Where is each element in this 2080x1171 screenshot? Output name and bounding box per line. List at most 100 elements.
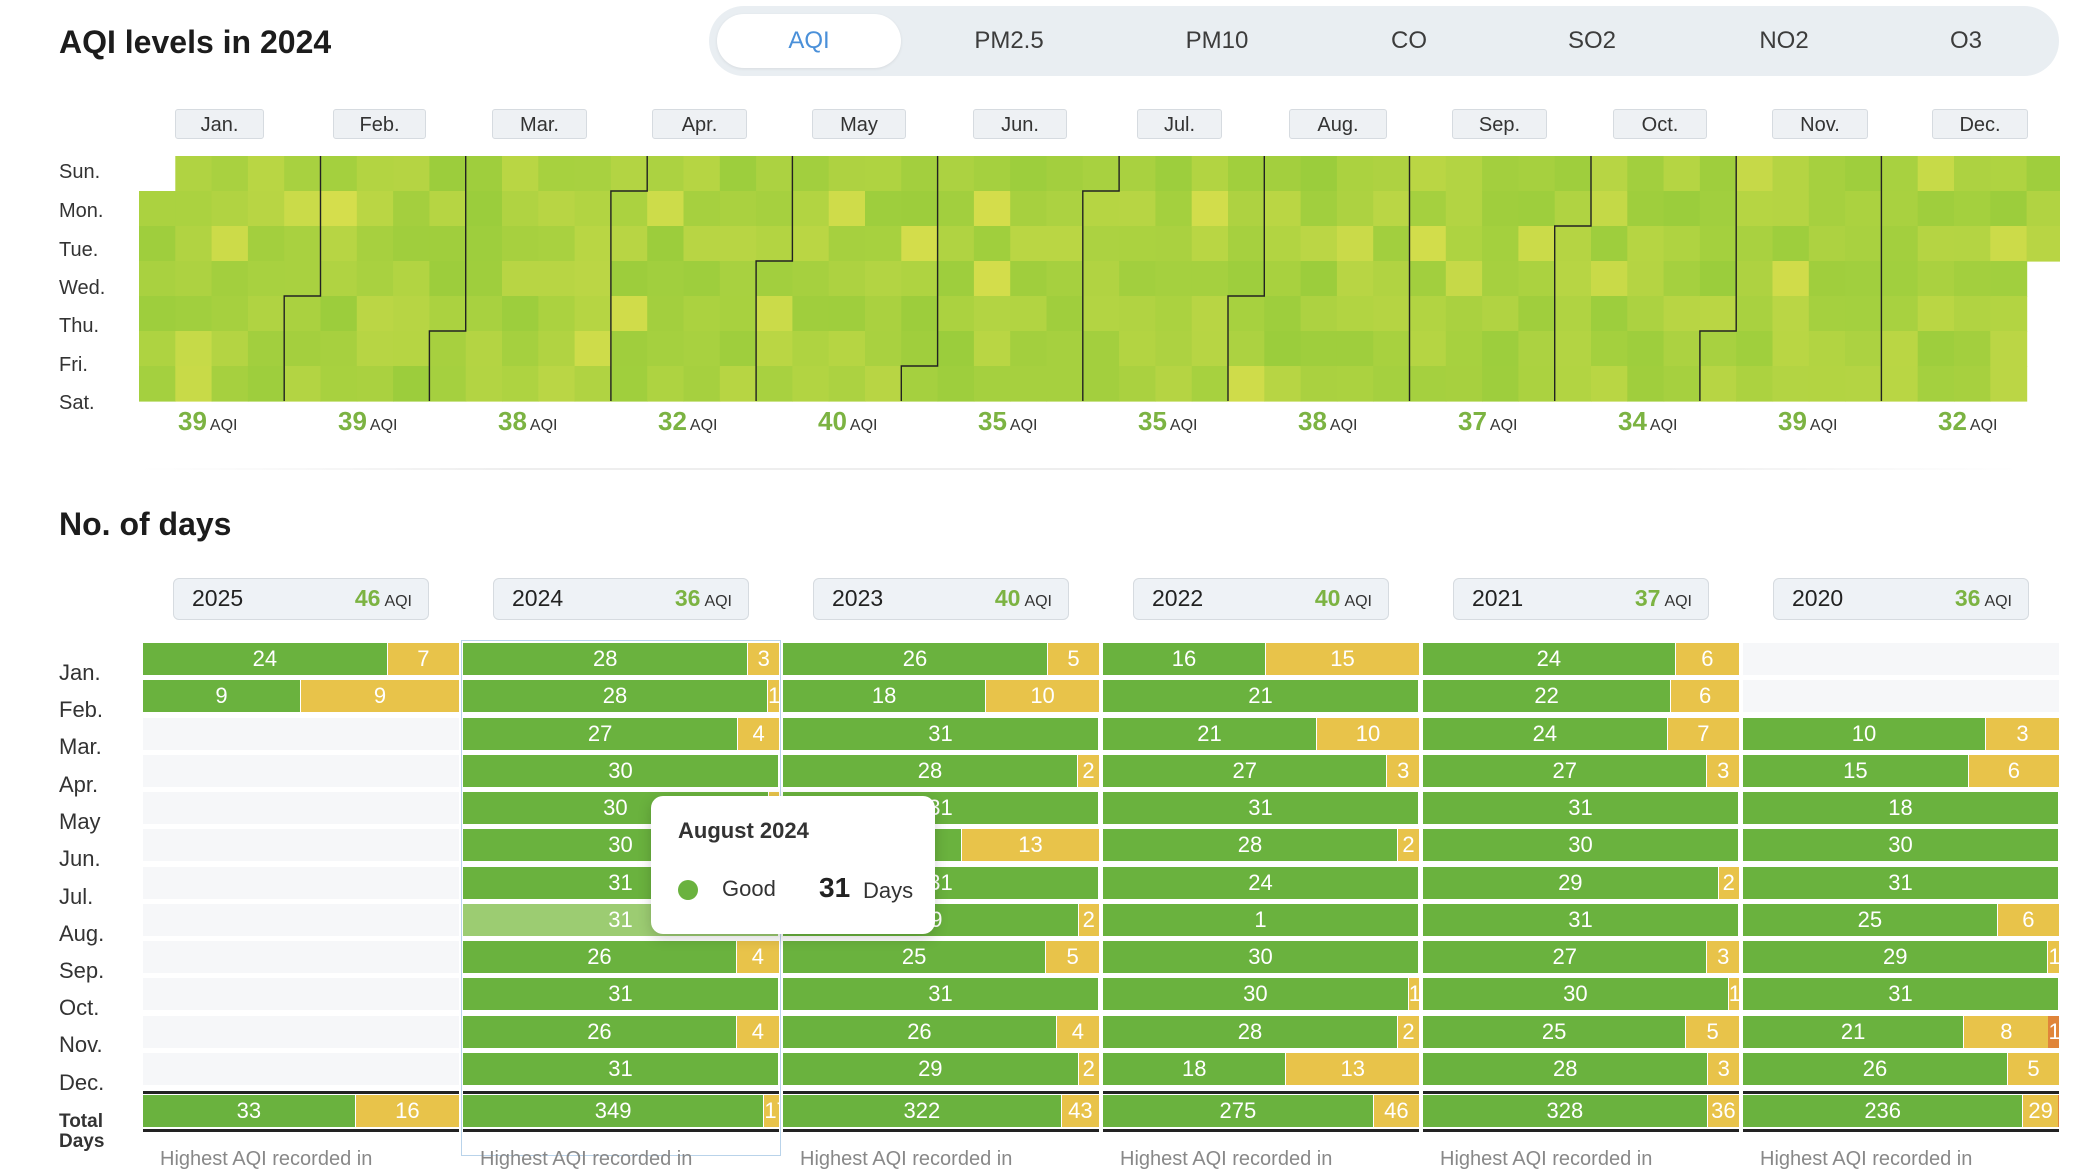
moderate-days-segment[interactable]: 13: [962, 829, 1099, 861]
month-days-bar[interactable]: 28 2: [1103, 829, 1419, 861]
good-days-segment[interactable]: 24: [1103, 867, 1418, 899]
month-days-bar[interactable]: 29 1: [1743, 941, 2059, 973]
good-days-segment[interactable]: 322: [783, 1095, 1061, 1127]
good-days-segment[interactable]: 31: [1103, 792, 1418, 824]
good-days-segment[interactable]: 28: [463, 680, 768, 712]
month-days-bar[interactable]: 30: [463, 755, 779, 787]
good-days-segment[interactable]: 31: [463, 1053, 778, 1085]
tab-aqi[interactable]: AQI: [717, 14, 901, 68]
moderate-days-segment[interactable]: 1: [768, 680, 779, 712]
month-days-bar[interactable]: 31: [463, 1053, 779, 1085]
year-header-2022[interactable]: 2022 40 AQI: [1133, 578, 1389, 620]
month-days-bar[interactable]: 28 2: [783, 755, 1099, 787]
moderate-days-segment[interactable]: 1: [1408, 978, 1419, 1010]
moderate-days-segment[interactable]: 5: [1048, 643, 1099, 675]
moderate-days-segment[interactable]: 4: [738, 718, 779, 750]
moderate-days-segment[interactable]: 4: [736, 941, 779, 973]
month-days-bar[interactable]: 28 3: [463, 643, 779, 675]
good-days-segment[interactable]: 24: [1423, 643, 1675, 675]
month-days-bar[interactable]: 16 15: [1103, 643, 1419, 675]
moderate-days-segment[interactable]: 3: [1707, 941, 1739, 973]
tab-so2[interactable]: SO2: [1567, 27, 1617, 54]
good-days-segment[interactable]: 28: [463, 643, 748, 675]
moderate-days-segment[interactable]: 8: [1964, 1016, 2049, 1048]
good-days-segment[interactable]: 30: [1103, 941, 1418, 973]
month-days-bar[interactable]: 27 3: [1423, 755, 1739, 787]
moderate-days-segment[interactable]: 4: [736, 1016, 779, 1048]
month-days-bar[interactable]: 18: [1743, 792, 2059, 824]
month-days-bar[interactable]: 25 5: [1423, 1016, 1739, 1048]
year-header-2024[interactable]: 2024 36 AQI: [493, 578, 749, 620]
good-days-segment[interactable]: 15: [1743, 755, 1968, 787]
moderate-days-segment[interactable]: 3: [1708, 1053, 1739, 1085]
good-days-segment[interactable]: 1: [1103, 904, 1418, 936]
good-days-segment[interactable]: 18: [1103, 1053, 1286, 1085]
month-days-bar[interactable]: 18 13: [1103, 1053, 1419, 1085]
moderate-days-segment[interactable]: 7: [387, 643, 459, 675]
moderate-days-segment[interactable]: 5: [1686, 1016, 1739, 1048]
month-days-bar[interactable]: 24: [1103, 867, 1419, 899]
month-days-bar[interactable]: 26 4: [463, 941, 779, 973]
good-days-segment[interactable]: 18: [1743, 792, 2058, 824]
good-days-segment[interactable]: 31: [1743, 978, 2058, 1010]
tab-pm10[interactable]: PM10: [1185, 27, 1249, 54]
moderate-days-segment[interactable]: 6: [1968, 755, 2059, 787]
moderate-days-segment[interactable]: 2: [1397, 829, 1419, 861]
month-days-bar[interactable]: 26 5: [1743, 1053, 2059, 1085]
good-days-segment[interactable]: 24: [143, 643, 387, 675]
month-days-bar[interactable]: 31: [783, 978, 1099, 1010]
moderate-days-segment[interactable]: 2: [1718, 867, 1739, 899]
moderate-days-segment[interactable]: 3: [1707, 755, 1739, 787]
sensitive-days-segment[interactable]: 1: [2048, 1016, 2059, 1048]
month-days-bar[interactable]: 26 4: [783, 1016, 1099, 1048]
moderate-days-segment[interactable]: 46: [1373, 1095, 1419, 1127]
good-days-segment[interactable]: 349: [463, 1095, 764, 1127]
moderate-days-segment[interactable]: 5: [1046, 941, 1099, 973]
good-days-segment[interactable]: 28: [1103, 1016, 1397, 1048]
good-days-segment[interactable]: 16: [1103, 643, 1266, 675]
month-days-bar[interactable]: 31: [783, 718, 1099, 750]
month-days-bar[interactable]: 21 8 1: [1743, 1016, 2059, 1048]
total-days-bar[interactable]: 322 43: [783, 1095, 1099, 1127]
moderate-days-segment[interactable]: 36: [1707, 1095, 1739, 1127]
good-days-segment[interactable]: 31: [783, 978, 1098, 1010]
moderate-days-segment[interactable]: 16: [355, 1095, 459, 1127]
good-days-segment[interactable]: 31: [1423, 792, 1738, 824]
month-days-bar[interactable]: 22 6: [1423, 680, 1739, 712]
good-days-segment[interactable]: 31: [463, 978, 778, 1010]
good-days-segment[interactable]: 27: [1423, 941, 1707, 973]
year-header-2021[interactable]: 2021 37 AQI: [1453, 578, 1709, 620]
moderate-days-segment[interactable]: 2: [1078, 1053, 1099, 1085]
good-days-segment[interactable]: 25: [1423, 1016, 1686, 1048]
good-days-segment[interactable]: 10: [1743, 718, 1986, 750]
good-days-segment[interactable]: 26: [783, 643, 1048, 675]
month-days-bar[interactable]: 24 6: [1423, 643, 1739, 675]
total-days-bar[interactable]: 328 36: [1423, 1095, 1739, 1127]
moderate-days-segment[interactable]: 3: [1387, 755, 1419, 787]
month-days-bar[interactable]: 24 7: [143, 643, 459, 675]
good-days-segment[interactable]: 25: [783, 941, 1046, 973]
month-days-bar[interactable]: 28 3: [1423, 1053, 1739, 1085]
moderate-days-segment[interactable]: 29: [2023, 1095, 2058, 1127]
moderate-days-segment[interactable]: 5: [2008, 1053, 2059, 1085]
tab-pm25[interactable]: PM2.5: [974, 27, 1044, 54]
moderate-days-segment[interactable]: 3: [1986, 718, 2059, 750]
month-days-bar[interactable]: 18 10: [783, 680, 1099, 712]
moderate-days-segment[interactable]: 17: [764, 1095, 779, 1127]
month-days-bar[interactable]: 30: [1423, 829, 1739, 861]
tab-no2[interactable]: NO2: [1759, 27, 1809, 54]
month-days-bar[interactable]: 27 4: [463, 718, 779, 750]
moderate-days-segment[interactable]: 2: [1397, 1016, 1419, 1048]
good-days-segment[interactable]: 21: [1743, 1016, 1964, 1048]
tab-o3[interactable]: O3: [1949, 27, 1982, 54]
month-days-bar[interactable]: 25 5: [783, 941, 1099, 973]
month-days-bar[interactable]: 27 3: [1423, 941, 1739, 973]
moderate-days-segment[interactable]: 7: [1667, 718, 1739, 750]
aqi-calendar-heatmap[interactable]: [139, 156, 2060, 402]
good-days-segment[interactable]: 9: [143, 680, 300, 712]
good-days-segment[interactable]: 26: [783, 1016, 1056, 1048]
good-days-segment[interactable]: 27: [1103, 755, 1387, 787]
good-days-segment[interactable]: 21: [1103, 718, 1317, 750]
